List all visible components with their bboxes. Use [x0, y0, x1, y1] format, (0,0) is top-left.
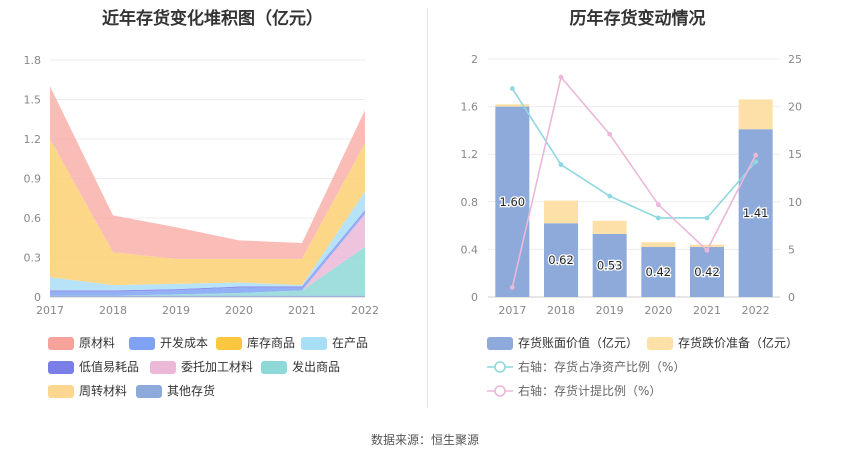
bar-impairment — [641, 242, 676, 248]
y2-tick-label: 25 — [788, 53, 802, 66]
line-point — [753, 159, 759, 165]
line-point — [753, 152, 759, 158]
legend-label: 在产品 — [332, 336, 369, 350]
y-tick-label: 1.2 — [461, 148, 479, 161]
legend-label: 委托加工材料 — [181, 360, 254, 374]
y-tick-label: 0.9 — [24, 173, 42, 186]
bar-impairment — [544, 200, 578, 224]
line-point — [704, 247, 710, 253]
legend-label: 右轴：存货计提比例（%） — [518, 384, 662, 398]
bar-book-value — [544, 223, 578, 297]
legend-label: 库存商品 — [247, 336, 296, 350]
y-tick-label: 0.4 — [461, 243, 479, 256]
legend-line-marker — [487, 385, 513, 397]
legend-swatch — [647, 337, 673, 350]
legend-swatch — [261, 361, 287, 374]
y2-tick-label: 10 — [788, 196, 802, 209]
line-point — [558, 162, 564, 168]
area-series-发出商品 — [50, 246, 365, 296]
bar-book-value — [641, 247, 676, 297]
right-chart-title: 历年存货变动情况 — [569, 9, 706, 29]
bar-value-label: 0.42 — [694, 265, 720, 279]
bar-book-value — [690, 247, 724, 297]
y-tick-label: 1.8 — [24, 54, 42, 67]
bar-book-value — [592, 233, 627, 297]
line-point — [655, 215, 661, 221]
bar-book-value — [495, 106, 530, 297]
stacked-area-chart: 0 0.3 0.6 0.9 1.2 1.5 1.8 2017 2018 2019 2020 2021 2… — [24, 54, 380, 317]
y2-tick-label: 0 — [788, 291, 795, 304]
line-series — [511, 75, 757, 288]
line-point — [607, 193, 613, 199]
x-tick-label: 2019 — [596, 304, 624, 317]
legend-label: 存货跌价准备（亿元） — [678, 336, 799, 350]
left-chart-title: 近年存货变化堆积图（亿元） — [102, 9, 323, 29]
bar-impairment — [495, 104, 530, 107]
legend-label: 开发成本 — [160, 336, 209, 350]
x-tick-label: 2021 — [693, 304, 721, 317]
legend-swatch — [48, 337, 74, 350]
x-tick-label: 2020 — [644, 304, 672, 317]
area-series-其他存货 — [50, 295, 365, 297]
legend-swatch — [129, 337, 155, 350]
left-legend: 原材料 开发成本 库存商品 在产品低值易耗品 委托加工材料 发出商品周转材料 其他存货 — [0, 0, 425, 420]
bar-value-label: 0.62 — [548, 253, 574, 267]
legend-swatch — [487, 337, 513, 350]
x-tick-label: 2021 — [288, 304, 316, 317]
y-tick-label: 0 — [34, 291, 41, 304]
legend-swatch — [150, 361, 176, 374]
legend-label: 周转材料 — [79, 384, 128, 398]
bar-impairment — [592, 220, 627, 234]
y-tick-label: 0.6 — [24, 212, 42, 225]
line-series — [511, 88, 757, 219]
y-tick-label: 0.8 — [461, 196, 479, 209]
x-tick-label: 2018 — [99, 304, 127, 317]
x-tick-label: 2022 — [351, 304, 379, 317]
legend-line-marker — [487, 361, 513, 373]
bar-value-label: 0.53 — [597, 258, 623, 272]
y2-tick-label: 5 — [788, 243, 795, 256]
y-tick-label: 2 — [471, 53, 478, 66]
y-tick-label: 0 — [471, 291, 478, 304]
legend-label: 原材料 — [79, 336, 116, 350]
y-tick-label: 1.2 — [24, 133, 42, 146]
legend-label: 右轴：存货占净资产比例（%） — [518, 360, 686, 374]
line-point — [704, 215, 710, 221]
bar-value-label: 1.41 — [743, 206, 769, 220]
legend-label: 发出商品 — [292, 360, 341, 374]
legend-swatch — [136, 385, 162, 398]
legend-swatch — [48, 361, 74, 374]
x-tick-label: 2017 — [36, 304, 64, 317]
right-legend: 存货账面价值（亿元） 存货跌价准备（亿元） 右轴：存货占净资产比例（%） 右轴：存货计… — [425, 0, 850, 420]
bar-value-label: 1.60 — [500, 195, 526, 209]
bar-impairment — [690, 244, 724, 248]
legend-label: 存货账面价值（亿元） — [518, 336, 639, 350]
legend-label: 其他存货 — [167, 384, 216, 398]
line-point — [509, 86, 515, 91]
line-point — [607, 131, 613, 137]
legend-label: 低值易耗品 — [79, 360, 140, 374]
x-tick-label: 2020 — [225, 304, 253, 317]
y2-tick-label: 20 — [788, 101, 802, 114]
x-tick-label: 2018 — [547, 304, 575, 317]
legend-swatch — [301, 337, 327, 350]
panel-divider — [427, 8, 428, 408]
y-tick-label: 1.5 — [24, 94, 42, 107]
data-source-note: 数据来源：恒生聚源 — [370, 433, 479, 447]
legend-swatch — [216, 337, 242, 350]
y2-tick-label: 15 — [788, 148, 802, 161]
area-series-库存商品 — [50, 139, 365, 286]
line-point — [509, 285, 515, 290]
y-tick-label: 0.3 — [24, 252, 42, 265]
x-tick-label: 2019 — [162, 304, 190, 317]
x-tick-label: 2022 — [742, 304, 770, 317]
y-tick-label: 1.6 — [461, 101, 479, 114]
line-point — [655, 202, 661, 208]
legend-swatch — [48, 385, 74, 398]
bar-value-label: 0.42 — [646, 265, 672, 279]
line-point — [558, 74, 564, 80]
x-tick-label: 2017 — [498, 304, 526, 317]
bar-impairment — [738, 99, 773, 130]
